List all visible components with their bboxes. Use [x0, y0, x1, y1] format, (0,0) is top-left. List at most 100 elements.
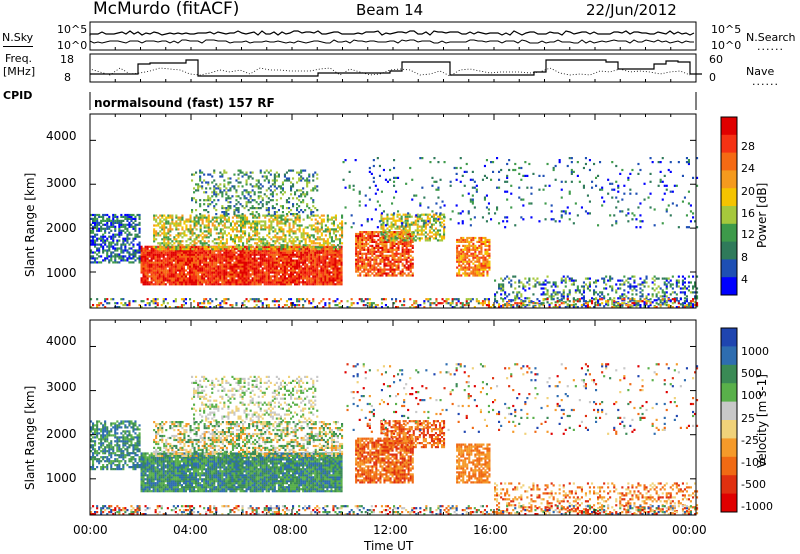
- heatmap-cell: [203, 281, 206, 284]
- heatmap-cell: [165, 236, 168, 239]
- heatmap-cell: [181, 244, 184, 247]
- heatmap-cell: [177, 228, 180, 231]
- heatmap-cell: [265, 177, 268, 180]
- heatmap-cell: [375, 260, 378, 263]
- heatmap-cell: [306, 249, 309, 252]
- heatmap-cell: [178, 247, 181, 250]
- heatmap-cell: [292, 197, 295, 200]
- heatmap-cell: [185, 220, 188, 223]
- heatmap-cell: [229, 271, 232, 274]
- heatmap-cell: [278, 236, 281, 239]
- heatmap-cell: [144, 253, 147, 256]
- station-title: McMurdo (fitACF): [93, 0, 240, 19]
- heatmap-cell: [312, 283, 315, 286]
- heatmap-cell: [280, 230, 283, 233]
- heatmap-cell: [288, 230, 291, 233]
- heatmap-cell: [247, 253, 250, 256]
- heatmap-cell: [154, 283, 157, 286]
- heatmap-cell: [260, 226, 263, 229]
- heatmap-cell: [221, 216, 224, 219]
- heatmap-cell: [363, 238, 366, 242]
- heatmap-cell: [436, 233, 439, 236]
- heatmap-cell: [359, 250, 362, 253]
- heatmap-cell: [328, 273, 331, 276]
- heatmap-cell: [155, 234, 158, 237]
- heatmap-cell: [407, 248, 410, 251]
- heatmap-cell: [241, 283, 244, 286]
- heatmap-cell: [160, 259, 163, 262]
- heatmap-cell: [195, 220, 198, 223]
- heatmap-cell: [256, 230, 259, 233]
- heatmap-cell: [270, 226, 273, 229]
- heatmap-cell: [367, 236, 370, 240]
- heatmap-cell: [138, 217, 141, 220]
- heatmap-cell: [213, 185, 216, 188]
- heatmap-cell: [290, 255, 293, 258]
- heatmap-cell: [193, 247, 196, 250]
- heatmap-cell: [249, 261, 252, 264]
- heatmap-cell: [278, 228, 281, 231]
- heatmap-cell: [298, 253, 301, 256]
- heatmap-cell: [550, 293, 553, 296]
- heatmap-cell: [359, 232, 362, 236]
- heatmap-cell: [416, 223, 419, 226]
- xaxis-label: Time UT: [364, 539, 414, 553]
- heatmap-cell: [369, 231, 372, 234]
- heatmap-cell: [199, 179, 202, 182]
- heatmap-cell: [269, 189, 272, 192]
- heatmap-cell: [285, 281, 288, 284]
- heatmap-cell: [411, 264, 414, 267]
- heatmap-cell: [156, 271, 159, 274]
- heatmap-cell: [195, 224, 198, 227]
- heatmap-cell: [322, 240, 325, 243]
- heatmap-cell: [233, 273, 236, 276]
- heatmap-cell: [118, 253, 121, 256]
- heatmap-cell: [432, 233, 435, 236]
- heatmap-cell: [377, 262, 380, 265]
- heatmap-cell: [209, 230, 212, 233]
- heatmap-cell: [379, 250, 382, 253]
- heatmap-cell: [277, 249, 280, 252]
- heatmap-cell: [146, 281, 149, 284]
- heatmap-cell: [203, 209, 206, 212]
- heatmap-cell: [152, 271, 155, 274]
- heatmap-cell: [239, 181, 242, 184]
- heatmap-cell: [166, 251, 169, 254]
- heatmap-cell: [172, 279, 175, 282]
- heatmap-cell: [424, 235, 427, 238]
- heatmap-cell: [365, 262, 368, 265]
- heatmap-cell: [241, 267, 244, 270]
- heatmap-cell: [195, 273, 198, 276]
- heatmap-cell: [153, 224, 156, 227]
- heatmap-cell: [401, 244, 404, 247]
- heatmap-cell: [207, 275, 210, 278]
- heatmap-cell: [316, 281, 319, 284]
- heatmap-cell: [235, 195, 238, 198]
- heatmap-cell: [504, 291, 507, 294]
- heatmap-cell: [288, 265, 291, 268]
- heatmap-cell: [380, 223, 383, 226]
- heatmap-cell: [189, 214, 192, 217]
- heatmap-cell: [247, 209, 250, 212]
- heatmap-cell: [385, 242, 388, 245]
- heatmap-cell: [544, 279, 547, 282]
- heatmap-cell: [219, 189, 222, 192]
- heatmap-cell: [380, 219, 383, 222]
- heatmap-cell: [239, 265, 242, 268]
- heatmap-cell: [379, 268, 382, 271]
- heatmap-cell: [221, 249, 224, 252]
- heatmap-cell: [367, 270, 370, 273]
- heatmap-cell: [184, 283, 187, 286]
- heatmap-cell: [334, 273, 337, 276]
- heatmap-cell: [401, 264, 404, 267]
- heatmap-cell: [280, 246, 283, 249]
- heatmap-cell: [251, 271, 254, 274]
- heatmap-cell: [183, 248, 186, 251]
- heatmap-cell: [225, 226, 228, 229]
- heatmap-cell: [409, 234, 412, 238]
- heatmap-cell: [326, 275, 329, 278]
- heatmap-cell: [92, 237, 95, 240]
- heatmap-cell: [332, 273, 335, 276]
- heatmap-cell: [237, 271, 240, 274]
- heatmap-cell: [227, 251, 230, 254]
